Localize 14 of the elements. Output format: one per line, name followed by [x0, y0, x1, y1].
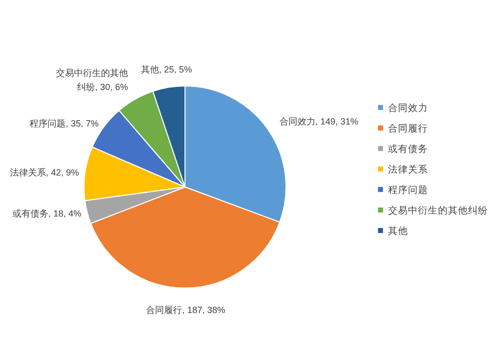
legend-label: 或有债务 — [388, 143, 428, 155]
data-label: 交易中衍生的其他纠纷, 30, 6% — [56, 68, 128, 92]
data-label: 法律关系, 42, 9% — [10, 168, 79, 178]
legend-label: 法律关系 — [388, 164, 428, 176]
legend-label: 交易中衍生的其他纠纷 — [388, 204, 488, 216]
legend-label: 合同履行 — [388, 122, 428, 134]
data-label: 合同效力, 149, 31% — [279, 116, 358, 126]
data-label: 或有债务, 18, 4% — [12, 208, 82, 219]
data-label: 其他, 25, 5% — [140, 64, 192, 74]
legend-label: 合同效力 — [388, 102, 428, 114]
data-label: 合同履行, 187, 38% — [146, 305, 226, 315]
legend-label: 其他 — [388, 225, 408, 237]
data-label: 程序问题, 35, 7% — [30, 118, 99, 129]
legend-label: 程序问题 — [388, 184, 428, 196]
